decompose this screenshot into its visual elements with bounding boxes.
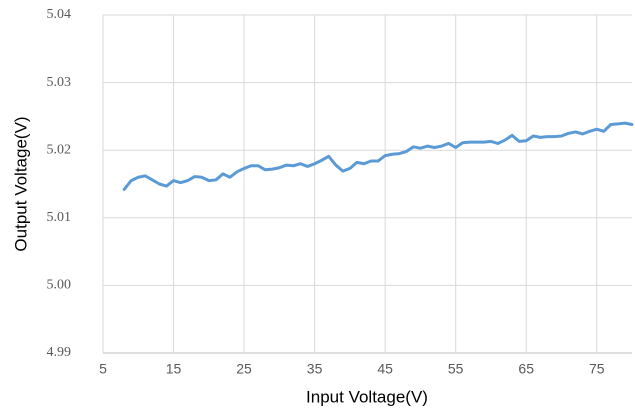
data-line: [124, 123, 632, 189]
page: {"chart_data": {"type": "line", "x_label…: [0, 0, 635, 416]
x-tick-label: 5: [99, 361, 107, 377]
x-tick-label: 15: [166, 361, 182, 377]
x-tick-label: 35: [307, 361, 323, 377]
y-tick-label: 5.04: [47, 7, 72, 22]
x-tick-label: 25: [236, 361, 252, 377]
x-tick-label: 75: [589, 361, 605, 377]
x-axis-title: Input Voltage(V): [306, 387, 428, 406]
y-tick-label: 5.02: [47, 142, 72, 157]
y-tick-label: 5.03: [47, 75, 72, 90]
y-tick-label: 4.99: [47, 345, 72, 360]
x-tick-label: 55: [448, 361, 464, 377]
chart: Input Voltage(V) Output Voltage(V) 4.99 5…: [0, 0, 635, 416]
x-tick-label: 45: [377, 361, 393, 377]
y-tick-label: 5.00: [47, 278, 72, 293]
x-tick-label: 65: [518, 361, 534, 377]
y-axis-title: Output Voltage(V): [11, 116, 30, 251]
y-tick-label: 5.01: [47, 210, 72, 225]
